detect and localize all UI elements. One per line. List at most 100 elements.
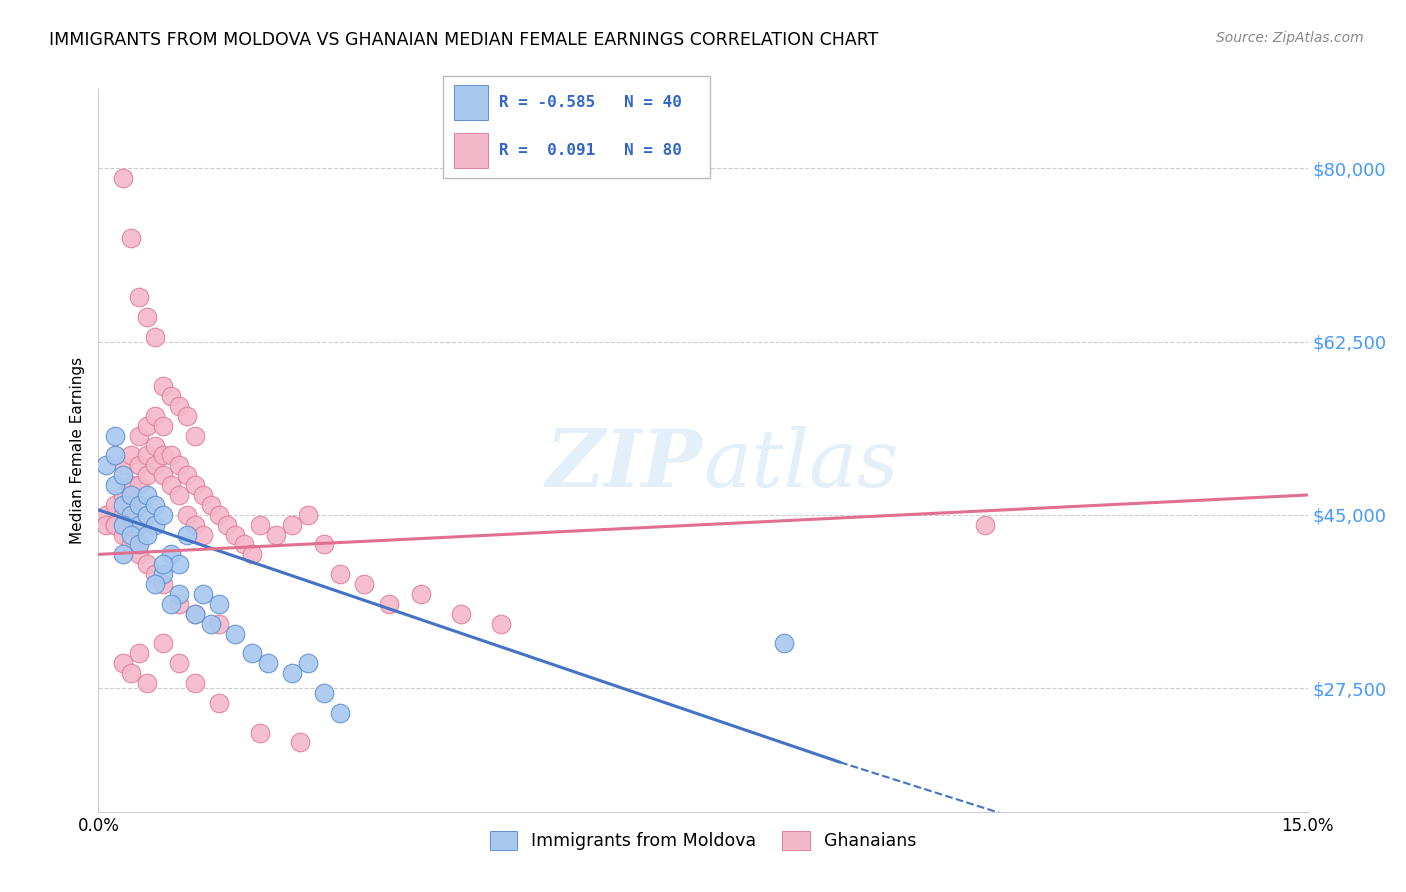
Point (160, 597, 183, 611)
Point (176, 527, 198, 541)
Point (111, 657, 134, 671)
Point (184, 478, 207, 492)
Point (120, 230, 142, 244)
Point (128, 478, 150, 492)
Point (128, 428, 150, 442)
FancyBboxPatch shape (443, 76, 710, 178)
Point (120, 498, 142, 512)
Point (143, 409, 166, 423)
Point (240, 646, 263, 660)
Point (135, 558, 157, 572)
Point (249, 517, 271, 532)
Point (111, 548, 134, 562)
Text: Source: ZipAtlas.com: Source: ZipAtlas.com (1216, 31, 1364, 45)
Point (103, 517, 125, 532)
Point (208, 696, 231, 710)
Point (96, 508, 118, 522)
Point (128, 537, 150, 551)
Point (249, 725, 271, 739)
Text: atlas: atlas (703, 426, 898, 504)
Point (120, 449, 142, 463)
Point (128, 517, 150, 532)
Point (128, 290, 150, 304)
Point (152, 379, 174, 393)
Point (256, 657, 278, 671)
Point (143, 329, 166, 343)
Point (167, 458, 190, 473)
Point (176, 468, 198, 483)
Point (167, 558, 190, 572)
Point (974, 517, 997, 532)
Point (217, 517, 239, 532)
Text: IMMIGRANTS FROM MOLDOVA VS GHANAIAN MEDIAN FEMALE EARNINGS CORRELATION CHART: IMMIGRANTS FROM MOLDOVA VS GHANAIAN MEDI… (49, 31, 879, 49)
FancyBboxPatch shape (454, 133, 488, 168)
Point (297, 657, 319, 671)
Point (103, 428, 125, 442)
Point (167, 488, 190, 502)
Point (450, 607, 472, 621)
Point (111, 498, 134, 512)
Point (120, 527, 142, 541)
Point (128, 646, 150, 660)
Point (152, 567, 174, 582)
Legend: Immigrants from Moldova, Ghanaians: Immigrants from Moldova, Ghanaians (482, 824, 924, 857)
Point (111, 488, 134, 502)
Y-axis label: Median Female Earnings: Median Female Earnings (69, 357, 84, 544)
Point (184, 676, 207, 690)
Point (135, 676, 157, 690)
Point (200, 616, 222, 631)
Point (353, 577, 375, 591)
Point (264, 527, 287, 541)
Point (167, 587, 190, 601)
Point (152, 508, 174, 522)
Point (152, 577, 174, 591)
Point (184, 428, 207, 442)
Point (281, 666, 304, 681)
Point (200, 498, 222, 512)
Point (143, 438, 166, 452)
Point (167, 597, 190, 611)
Point (297, 508, 319, 522)
Point (184, 607, 207, 621)
Point (152, 418, 174, 433)
Point (111, 527, 134, 541)
Point (128, 498, 150, 512)
Point (135, 310, 157, 324)
Point (103, 449, 125, 463)
Point (208, 616, 231, 631)
FancyBboxPatch shape (454, 85, 488, 120)
Point (135, 508, 157, 522)
Point (193, 527, 215, 541)
Point (281, 517, 304, 532)
Point (184, 607, 207, 621)
Point (135, 449, 157, 463)
Point (152, 449, 174, 463)
Point (772, 636, 794, 650)
Point (103, 517, 125, 532)
Point (128, 458, 150, 473)
Point (143, 517, 166, 532)
Point (208, 597, 231, 611)
Point (143, 498, 166, 512)
Point (120, 488, 142, 502)
Point (128, 548, 150, 562)
Point (135, 488, 157, 502)
Point (288, 735, 311, 749)
Point (143, 567, 166, 582)
Point (152, 558, 174, 572)
Point (111, 517, 134, 532)
Point (96, 517, 118, 532)
Point (160, 478, 183, 492)
Point (152, 468, 174, 483)
Point (176, 508, 198, 522)
Point (167, 657, 190, 671)
Point (120, 666, 142, 681)
Point (135, 468, 157, 483)
Point (208, 508, 231, 522)
Point (160, 548, 183, 562)
Text: R = -0.585   N = 40: R = -0.585 N = 40 (499, 95, 682, 110)
Point (314, 537, 336, 551)
Point (314, 686, 336, 700)
Point (152, 636, 174, 650)
Point (240, 548, 263, 562)
